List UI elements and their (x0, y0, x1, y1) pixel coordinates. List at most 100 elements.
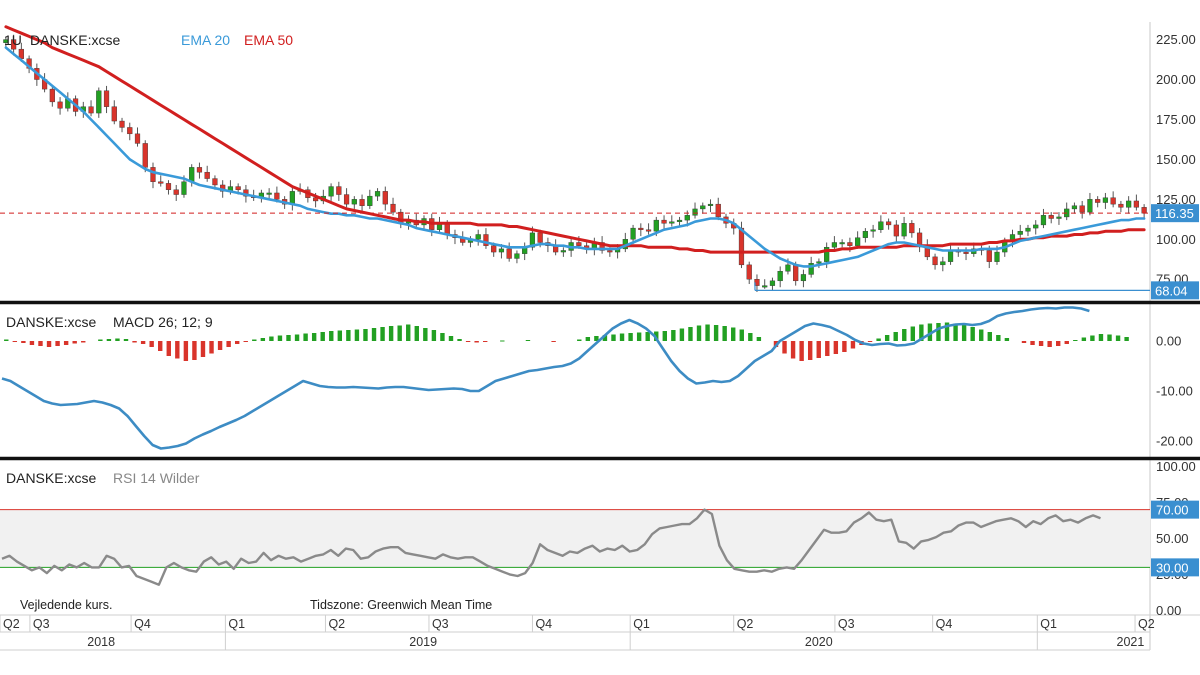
macd-histogram-bar (944, 322, 950, 341)
candle-body (886, 221, 892, 226)
macd-histogram-bar (722, 326, 727, 341)
candle-body (1040, 215, 1047, 226)
macd-histogram-bar (525, 340, 531, 341)
macd-histogram-bar (790, 341, 796, 359)
candle-body (715, 203, 721, 218)
candle-body (878, 221, 884, 230)
candle-body (212, 178, 218, 186)
macd-histogram-bar (234, 341, 240, 344)
price-tick-label: 125.00 (1156, 192, 1196, 207)
candle-body (676, 219, 683, 222)
quarter-label: Q2 (328, 617, 345, 631)
macd-histogram-bar (440, 333, 445, 341)
candle-body (560, 250, 566, 253)
candle-body (189, 167, 195, 182)
candle-body (653, 219, 659, 232)
ema-20-line (4, 46, 1146, 268)
macd-histogram-bar (696, 325, 702, 341)
macd-histogram-bar (329, 331, 334, 341)
candle-body (762, 285, 768, 288)
candle-body (374, 191, 381, 197)
macd-histogram-bar (833, 341, 839, 354)
macd-histogram-bar (21, 341, 26, 343)
candle-body (96, 90, 102, 114)
macd-histogram-bar (1073, 340, 1078, 341)
macd-histogram-bar (671, 330, 676, 341)
macd-histogram-bar (893, 332, 898, 341)
quarter-label: Q4 (936, 617, 953, 631)
rsi-tick-label: 50.00 (1156, 531, 1189, 546)
candle-body (204, 171, 210, 179)
quarter-label: Q3 (432, 617, 449, 631)
macd-histogram-bar (457, 339, 462, 341)
macd-histogram-bar (867, 341, 873, 342)
macd-histogram-bar (200, 341, 206, 357)
macd-histogram-bar (636, 332, 642, 341)
candle-body (1079, 205, 1085, 213)
macd-histogram-bar (55, 341, 60, 346)
candle-body (57, 101, 63, 109)
macd-symbol-label: DANSKE:xcse (6, 314, 96, 330)
quarter-label: Q3 (33, 617, 50, 631)
macd-histogram-bar (602, 335, 608, 341)
macd-histogram-bar (961, 325, 967, 341)
candle-body (1118, 203, 1124, 208)
macd-histogram-bar (243, 341, 248, 342)
macd-histogram-bar (1064, 341, 1069, 344)
macd-histogram-bar (29, 341, 35, 345)
price-tick-label: 225.00 (1156, 32, 1196, 47)
macd-histogram-bar (611, 334, 616, 341)
macd-histogram-bar (431, 330, 437, 341)
macd-histogram-bar (414, 326, 419, 341)
macd-histogram-bar (1115, 335, 1121, 341)
macd-histogram-bar (286, 335, 291, 341)
macd-histogram-bar (910, 326, 916, 341)
candle-body (847, 242, 853, 246)
rsi-indicator-label: RSI 14 Wilder (113, 470, 200, 486)
macd-histogram-bar (1030, 341, 1035, 345)
macd-histogram-bar (585, 337, 591, 341)
quarter-label: Q1 (228, 617, 245, 631)
macd-histogram-bar (192, 341, 197, 360)
macd-histogram-bar (1021, 341, 1027, 343)
candle-body (808, 263, 814, 275)
rsi-oversold-label: 30.00 (1156, 560, 1189, 575)
ema-20-legend: EMA 20 (181, 32, 230, 48)
macd-histogram-bar (252, 339, 257, 341)
candle-body (274, 192, 280, 200)
candle-body (498, 248, 505, 253)
candle-body (127, 127, 133, 135)
candle-body (816, 261, 822, 264)
macd-histogram-bar (970, 327, 975, 341)
macd-histogram-bar (363, 329, 368, 341)
candle-body (359, 199, 365, 206)
candle-body (893, 224, 899, 237)
macd-histogram-bar (448, 336, 454, 341)
macd-histogram-bar (465, 341, 471, 342)
macd-histogram-bar (423, 328, 428, 341)
candle-body (839, 242, 845, 245)
macd-histogram-bar (158, 341, 163, 351)
macd-histogram-bar (654, 331, 659, 341)
macd-histogram-bar (98, 339, 103, 341)
candle-body (793, 264, 799, 282)
macd-histogram-bar (577, 339, 582, 341)
macd-histogram-bar (483, 341, 488, 342)
candle-body (1126, 200, 1132, 208)
macd-histogram-bar (1047, 341, 1052, 347)
rsi-overbought-label: 70.00 (1156, 503, 1189, 518)
macd-histogram (4, 322, 1129, 361)
candle-body (367, 195, 373, 206)
candle-body (150, 167, 156, 182)
interval-label: 1U (4, 32, 22, 48)
candle-body (824, 247, 830, 262)
year-label: 2018 (87, 635, 115, 649)
ema-50-legend: EMA 50 (244, 32, 293, 48)
candle-body (692, 208, 698, 216)
macd-histogram-bar (81, 341, 86, 343)
candle-body (382, 191, 388, 205)
candle-body (1087, 199, 1093, 213)
quarter-label: Q4 (134, 617, 151, 631)
quarter-label: Q2 (737, 617, 754, 631)
quarter-label: Q2 (1138, 617, 1155, 631)
